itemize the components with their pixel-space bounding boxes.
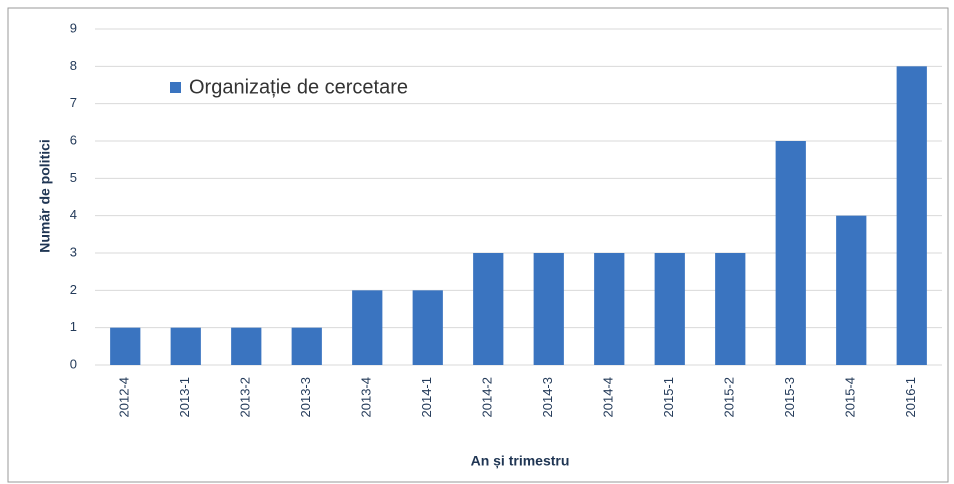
bar xyxy=(110,327,141,365)
legend-swatch xyxy=(170,82,181,93)
bar xyxy=(836,215,867,365)
y-tick-label: 8 xyxy=(70,58,77,73)
x-tick-label: 2015-3 xyxy=(782,377,797,417)
bar xyxy=(291,327,322,365)
x-tick-label: 2014-4 xyxy=(601,377,616,417)
bar xyxy=(896,66,927,365)
y-tick-label: 1 xyxy=(70,319,77,334)
x-tick-label: 2013-4 xyxy=(359,377,374,417)
y-tick-label: 4 xyxy=(70,207,77,222)
bar xyxy=(594,253,625,365)
x-tick-label: 2013-3 xyxy=(298,377,313,417)
x-tick-label: 2015-1 xyxy=(661,377,676,417)
x-tick-label: 2014-2 xyxy=(480,377,495,417)
x-tick-label: 2013-2 xyxy=(238,377,253,417)
y-tick-label: 6 xyxy=(70,132,77,147)
x-axis-title: An și trimestru xyxy=(471,453,570,469)
x-tick-label: 2015-4 xyxy=(843,377,858,417)
x-tick-label: 2012-4 xyxy=(117,377,132,417)
bar xyxy=(231,327,262,365)
bar xyxy=(170,327,201,365)
x-tick-label: 2014-3 xyxy=(540,377,555,417)
y-tick-label: 3 xyxy=(70,244,77,259)
x-tick-label: 2013-1 xyxy=(177,377,192,417)
chart-frame xyxy=(7,7,949,483)
x-tick-label: 2016-1 xyxy=(903,377,918,417)
bar xyxy=(533,253,564,365)
x-tick-label: 2014-1 xyxy=(419,377,434,417)
bar xyxy=(775,141,806,365)
y-tick-label: 0 xyxy=(70,356,77,371)
bar xyxy=(412,290,443,365)
y-tick-label: 9 xyxy=(70,20,77,35)
legend-label: Organizație de cercetare xyxy=(189,76,408,98)
y-tick-label: 7 xyxy=(70,95,77,110)
y-tick-label: 5 xyxy=(70,170,77,185)
y-axis-title: Număr de politici xyxy=(37,139,53,253)
x-tick-label: 2015-2 xyxy=(722,377,737,417)
y-tick-label: 2 xyxy=(70,282,77,297)
bar xyxy=(352,290,383,365)
bar xyxy=(473,253,504,365)
bar xyxy=(715,253,746,365)
bar xyxy=(654,253,685,365)
